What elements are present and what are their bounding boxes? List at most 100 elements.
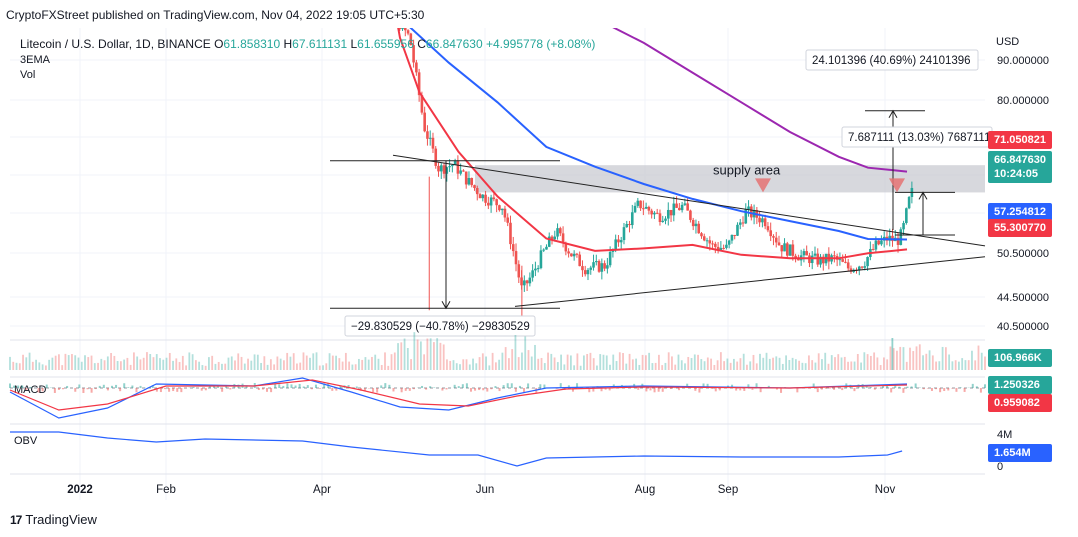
volume-bar-27 [97,362,99,370]
macd-hist-119 [494,386,497,388]
volume-bar-36 [126,357,129,370]
macd-hist-3 [21,385,24,388]
macd-hist-104 [433,387,436,388]
volume-bar-131 [436,338,439,370]
volume-bar-60 [204,365,207,370]
volume-bar-167 [553,357,556,370]
candle-body-71 [556,228,559,237]
macd-hist-239 [984,384,986,388]
candle-body-110 [664,218,667,221]
volume-bar-22 [80,361,83,370]
candle-body-27 [434,148,438,166]
macd-hist-116 [482,388,485,391]
volume-bar-105 [351,364,354,370]
macd-hist-135 [559,383,562,388]
indicator-3ema[interactable]: 3EMA [20,54,50,66]
ohlc-open-label: O [214,37,224,51]
candle-body-197 [905,208,908,224]
macd-hist-92 [384,383,387,388]
volume-bar-24 [87,357,90,370]
volume-bar-230 [759,353,761,370]
volume-bar-98 [328,353,331,370]
macd-hist-120 [498,388,501,392]
macd-hist-24 [106,388,109,391]
volume-bar-236 [778,357,781,370]
volume-bar-85 [286,352,289,370]
macd-hist-19 [86,388,89,390]
volume-bar-162 [537,358,540,370]
volume-bar-66 [224,363,227,370]
macd-hist-199 [820,388,823,390]
candle-body-115 [678,207,681,211]
volume-bar-181 [599,354,602,370]
candle-body-100 [636,200,640,206]
indicator-vol[interactable]: Vol [20,69,36,81]
volume-bar-42 [146,352,148,370]
macd-hist-179 [739,388,742,391]
volume-bar-201 [664,362,667,370]
candle-body-65 [539,250,543,269]
volume-bars [9,332,986,370]
candle-body-7 [379,0,382,2]
volume-bar-53 [181,355,184,370]
volume-bar-116 [387,365,390,370]
macd-hist-222 [914,383,917,388]
volume-bar-196 [648,352,651,370]
volume-bar-117 [390,354,393,370]
volume-bar-0 [9,356,11,370]
time-tick-6: Nov [875,484,896,496]
macd-hist-94 [392,388,395,392]
candle-body-183 [866,257,869,267]
candle-body-46 [487,202,490,206]
candle-body-24 [426,131,429,139]
macd-hist-130 [539,384,542,388]
macd-hist-166 [686,383,689,388]
grid [10,28,985,500]
volume-bar-90 [302,352,305,370]
candle-body-72 [559,228,562,234]
ema-lines [397,28,908,260]
macd-hist-32 [139,385,142,388]
macd-hist-184 [759,388,762,393]
macd-hist-218 [898,386,901,388]
candle-body-174 [841,259,844,262]
ohlc-low-label: L [350,37,358,51]
volume-bar-99 [331,355,334,370]
volume-bar-210 [693,354,696,370]
volume-bar-106 [354,364,357,370]
volume-bar-155 [514,334,517,370]
volume-bar-21 [77,357,80,370]
candle-body-176 [846,262,850,269]
macd-hist-35 [151,385,154,388]
volume-bar-23 [84,355,86,370]
volume-bar-79 [266,364,269,370]
volume-bar-62 [211,355,214,370]
candle-body-180 [857,266,861,270]
macd-hist-25 [110,385,113,388]
candle-body-156 [791,244,795,256]
volume-bar-284 [935,361,937,370]
macd-hist-41 [176,388,179,392]
volume-bar-173 [573,365,576,370]
volume-bar-15 [58,354,60,370]
macd-hist-110 [457,386,460,388]
volume-bar-158 [524,336,527,370]
volume-bar-191 [631,359,634,370]
volume-bar-93 [312,353,315,370]
obv-tick-4m: 4M [997,429,1012,441]
macd-hist-38 [164,388,167,390]
tradingview-brand: 17 TradingView [10,512,97,527]
ema-line-fast [397,28,908,260]
macd-panel: MACD [9,377,986,419]
volume-bar-275 [905,361,908,370]
macd-hist-31 [135,388,138,393]
candle-body-116 [680,204,684,211]
volume-bar-235 [775,356,778,370]
volume-bar-76 [256,354,259,370]
volume-bar-251 [827,363,830,370]
macd-hist-154 [637,388,640,390]
candle-body-155 [788,244,792,256]
macd-hist-138 [571,388,574,392]
volume-bar-161 [534,344,536,370]
